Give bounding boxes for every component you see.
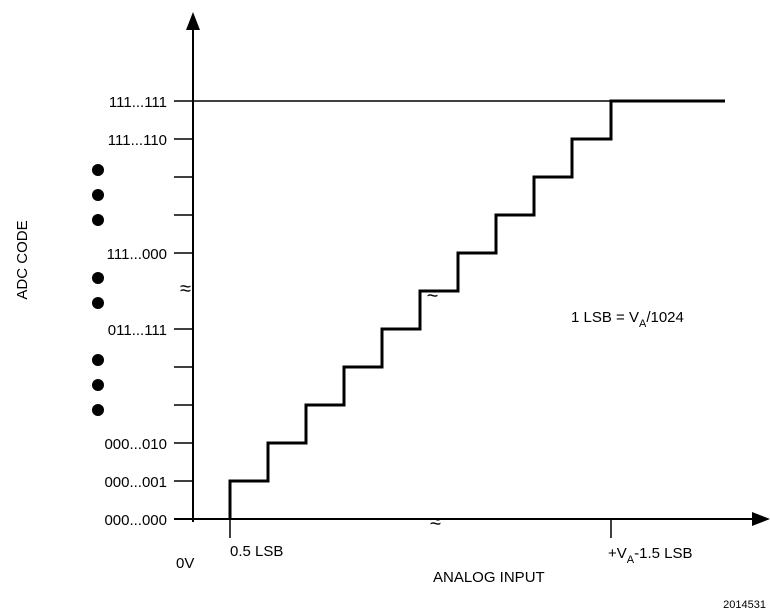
ellipsis-dot: [92, 379, 104, 391]
y-code-label-mid-upper: 111...000: [107, 246, 167, 263]
x-label-last-prefix: +V: [608, 545, 627, 562]
y-code-label-top: 111...111: [109, 94, 167, 111]
ellipsis-dot: [92, 164, 104, 176]
x-label-last: +VA-1.5 LSB: [608, 545, 692, 566]
ellipsis-dot: [92, 272, 104, 284]
y-ellipsis-upper: [92, 164, 104, 226]
y-code-label-001: 000...001: [104, 474, 167, 491]
x-axis-ticks: [229, 519, 612, 538]
ellipsis-dot: [92, 189, 104, 201]
y-axis-title: ADC CODE: [14, 220, 31, 299]
ellipsis-dot: [92, 354, 104, 366]
x-axis-title: ANALOG INPUT: [433, 569, 545, 586]
ellipsis-dot: [92, 297, 104, 309]
y-code-label-000: 000...000: [104, 512, 167, 529]
y-axis: [186, 12, 200, 522]
lsb-note-sub: A: [639, 318, 647, 330]
x-label-last-sub: A: [627, 554, 635, 566]
y-axis-arrowhead: [186, 12, 200, 30]
x-axis-break: ≈: [430, 511, 441, 533]
y-code-label-010: 000...010: [104, 436, 167, 453]
transfer-staircase: [228, 99, 725, 519]
figure-id: 2014531: [723, 599, 766, 611]
x-axis: [174, 512, 770, 526]
curve-break: ≈: [427, 283, 438, 305]
x-label-first: 0.5 LSB: [230, 543, 283, 560]
y-ellipsis-lower: [92, 354, 104, 416]
y-axis-ticks: [174, 100, 193, 520]
lsb-note-prefix: 1 LSB = V: [571, 309, 639, 326]
lsb-note: 1 LSB = VA/1024: [571, 309, 684, 330]
x-label-origin: 0V: [176, 555, 194, 572]
ellipsis-dot: [92, 404, 104, 416]
ellipsis-dot: [92, 214, 104, 226]
y-ellipsis-middle: [92, 272, 104, 309]
y-code-label-second: 111...110: [108, 132, 167, 149]
lsb-note-suffix: /1024: [646, 309, 684, 326]
x-label-last-suffix: -1.5 LSB: [634, 545, 692, 562]
x-axis-arrowhead: [752, 512, 770, 526]
y-code-label-mid-lower: 011...111: [108, 322, 167, 339]
y-axis-break: ≈: [180, 278, 191, 300]
